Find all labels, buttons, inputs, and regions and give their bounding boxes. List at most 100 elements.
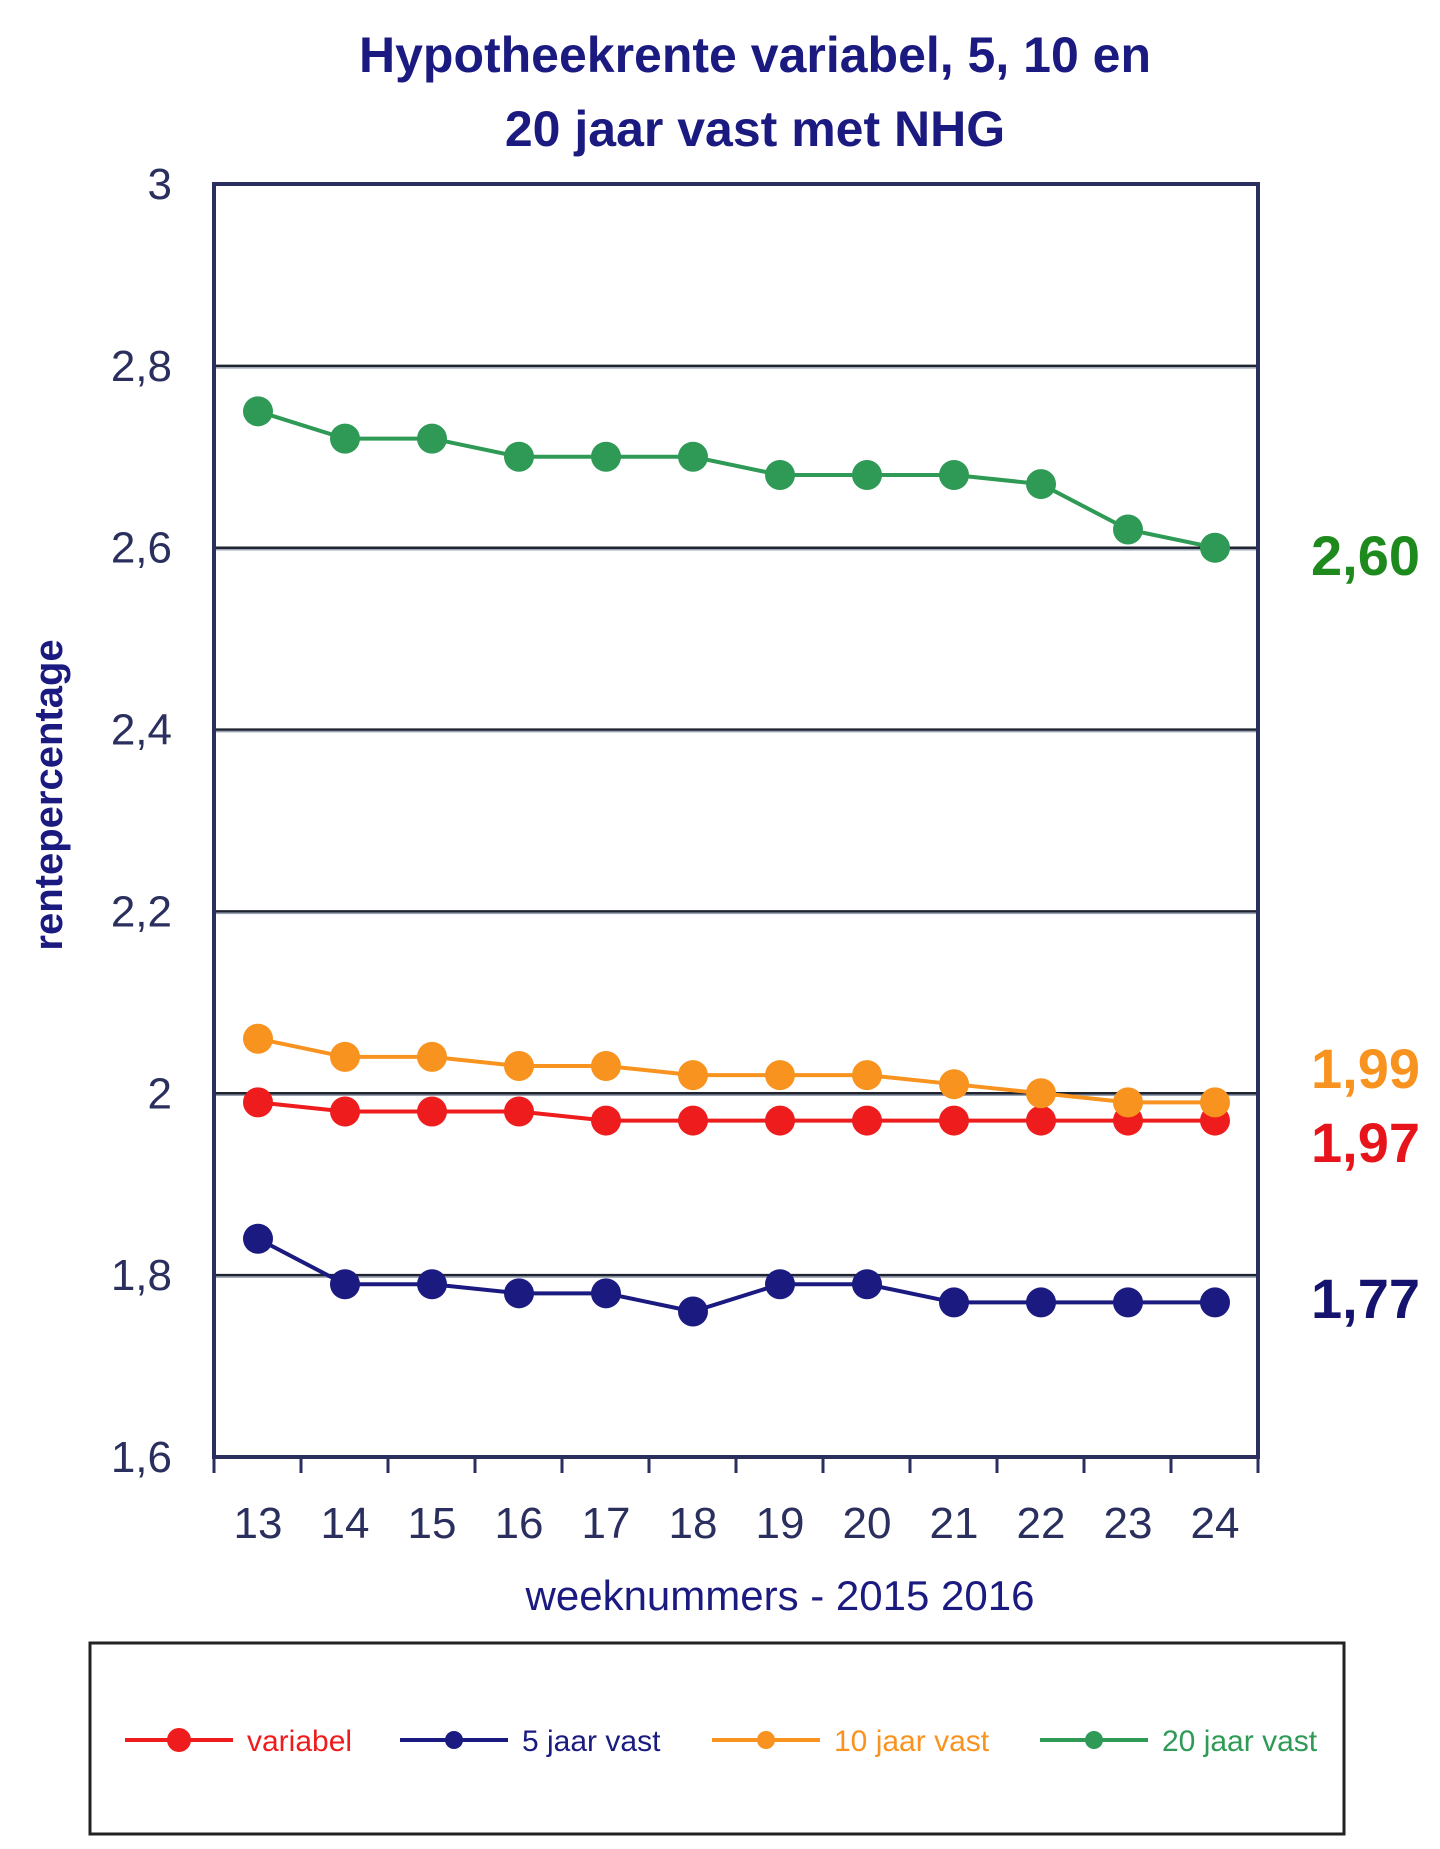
data-point-variabel (678, 1105, 708, 1136)
legend-marker-10-jaar-vast (757, 1731, 775, 1749)
data-point-variabel (1026, 1105, 1056, 1136)
y-tick-label: 1,8 (111, 1251, 172, 1300)
data-point-10-jaar-vast (1026, 1078, 1056, 1109)
data-point-20-jaar-vast (243, 396, 273, 427)
legend-item-20-jaar-vast: 20 jaar vast (1040, 1725, 1318, 1758)
data-point-10-jaar-vast (852, 1060, 882, 1091)
x-tick-label: 18 (669, 1499, 718, 1548)
data-point-20-jaar-vast (417, 423, 447, 454)
data-point-20-jaar-vast (1026, 469, 1056, 500)
x-axis-label: weeknummers - 2015 2016 (525, 1572, 1035, 1619)
data-point-variabel (243, 1087, 273, 1118)
data-point-5-jaar-vast (243, 1223, 273, 1254)
series-20-jaar-vast (243, 396, 1230, 563)
y-tick-label: 2,2 (111, 887, 172, 936)
data-point-20-jaar-vast (1200, 532, 1230, 563)
data-point-5-jaar-vast (852, 1269, 882, 1300)
x-tick-label: 14 (321, 1499, 370, 1548)
legend-label-variabel: variabel (247, 1725, 352, 1758)
legend-marker-variabel (167, 1728, 191, 1752)
data-point-20-jaar-vast (939, 459, 969, 490)
end-value-label-20-jaar-vast: 2,60 (1311, 524, 1420, 587)
data-point-10-jaar-vast (330, 1041, 360, 1072)
data-point-10-jaar-vast (678, 1060, 708, 1091)
gridlines (214, 364, 1258, 1278)
data-point-20-jaar-vast (330, 423, 360, 454)
y-tick-label: 1,6 (111, 1433, 172, 1482)
data-point-5-jaar-vast (1113, 1287, 1143, 1318)
series-line-20-jaar-vast (257, 409, 1216, 550)
data-point-5-jaar-vast (330, 1269, 360, 1300)
data-point-10-jaar-vast (939, 1069, 969, 1100)
legend-label-5-jaar-vast: 5 jaar vast (522, 1725, 661, 1758)
chart-title-line: 20 jaar vast met NHG (505, 101, 1005, 157)
x-tick-label: 17 (582, 1499, 631, 1548)
series-lines (243, 396, 1230, 1327)
y-tick-label: 3 (148, 160, 172, 209)
y-tick-label: 2 (148, 1069, 172, 1118)
data-point-variabel (852, 1105, 882, 1136)
data-point-5-jaar-vast (504, 1278, 534, 1309)
data-point-variabel (330, 1096, 360, 1127)
legend-label-20-jaar-vast: 20 jaar vast (1162, 1725, 1318, 1758)
data-point-20-jaar-vast (591, 441, 621, 472)
y-axis-ticks: 1,6 1,8 2 2,2 2,4 2,6 2,8 3 (111, 160, 172, 1482)
data-point-20-jaar-vast (852, 459, 882, 490)
data-point-5-jaar-vast (678, 1296, 708, 1327)
y-axis-label: rentepercentage (27, 639, 71, 950)
data-point-5-jaar-vast (417, 1269, 447, 1300)
plot-area-frame (212, 182, 1260, 1459)
data-point-variabel (765, 1105, 795, 1136)
data-point-10-jaar-vast (1113, 1087, 1143, 1118)
x-tick-label: 13 (234, 1499, 283, 1548)
y-tick-label: 2,4 (111, 706, 172, 755)
data-point-5-jaar-vast (1200, 1287, 1230, 1318)
legend-marker-20-jaar-vast (1085, 1731, 1103, 1749)
data-point-20-jaar-vast (1113, 514, 1143, 545)
data-point-5-jaar-vast (1026, 1287, 1056, 1318)
data-point-5-jaar-vast (765, 1269, 795, 1300)
data-point-variabel (417, 1096, 447, 1127)
data-point-10-jaar-vast (504, 1051, 534, 1082)
legend-item-5-jaar-vast: 5 jaar vast (400, 1725, 661, 1758)
x-tick-label: 22 (1017, 1499, 1066, 1548)
data-point-20-jaar-vast (504, 441, 534, 472)
end-value-label-10-jaar-vast: 1,99 (1311, 1037, 1420, 1100)
data-point-10-jaar-vast (765, 1060, 795, 1091)
data-point-10-jaar-vast (243, 1023, 273, 1054)
x-tick-label: 16 (495, 1499, 544, 1548)
series-line-variabel (257, 1100, 1215, 1123)
data-point-5-jaar-vast (591, 1278, 621, 1309)
legend: variabel 5 jaar vast 10 jaar vast 20 jaar v… (88, 1641, 1346, 1836)
chart-title-line: Hypotheekrente variabel, 5, 10 en (359, 27, 1151, 83)
end-value-label-5-jaar-vast: 1,77 (1311, 1267, 1420, 1330)
data-point-variabel (591, 1105, 621, 1136)
data-point-variabel (504, 1096, 534, 1127)
x-tick-label: 19 (756, 1499, 805, 1548)
end-value-labels: 1,97 1,77 1,99 2,60 (1311, 524, 1420, 1330)
data-point-10-jaar-vast (1200, 1087, 1230, 1118)
series-5-jaar-vast (243, 1223, 1230, 1327)
chart-title: Hypotheekrente variabel, 5, 10 en 20 jaar… (359, 27, 1151, 157)
data-point-20-jaar-vast (765, 459, 795, 490)
x-tick-label: 15 (408, 1499, 457, 1548)
legend-item-10-jaar-vast: 10 jaar vast (712, 1725, 990, 1758)
legend-label-10-jaar-vast: 10 jaar vast (834, 1725, 990, 1758)
x-tick-label: 21 (930, 1499, 979, 1548)
x-tick-label: 23 (1104, 1499, 1153, 1548)
legend-marker-5-jaar-vast (445, 1731, 463, 1749)
end-value-label-variabel: 1,97 (1311, 1111, 1420, 1174)
data-point-10-jaar-vast (417, 1041, 447, 1072)
y-tick-label: 2,6 (111, 524, 172, 573)
data-point-5-jaar-vast (939, 1287, 969, 1318)
y-tick-label: 2,8 (111, 342, 172, 391)
legend-item-variabel: variabel (125, 1725, 352, 1758)
x-tick-label: 20 (843, 1499, 892, 1548)
x-tick-label: 24 (1191, 1499, 1240, 1548)
x-axis-ticks: 13 14 15 16 17 18 19 20 21 22 23 24 (212, 1457, 1260, 1548)
series-10-jaar-vast (243, 1023, 1230, 1118)
data-point-variabel (939, 1105, 969, 1136)
data-point-20-jaar-vast (678, 441, 708, 472)
data-point-10-jaar-vast (591, 1051, 621, 1082)
